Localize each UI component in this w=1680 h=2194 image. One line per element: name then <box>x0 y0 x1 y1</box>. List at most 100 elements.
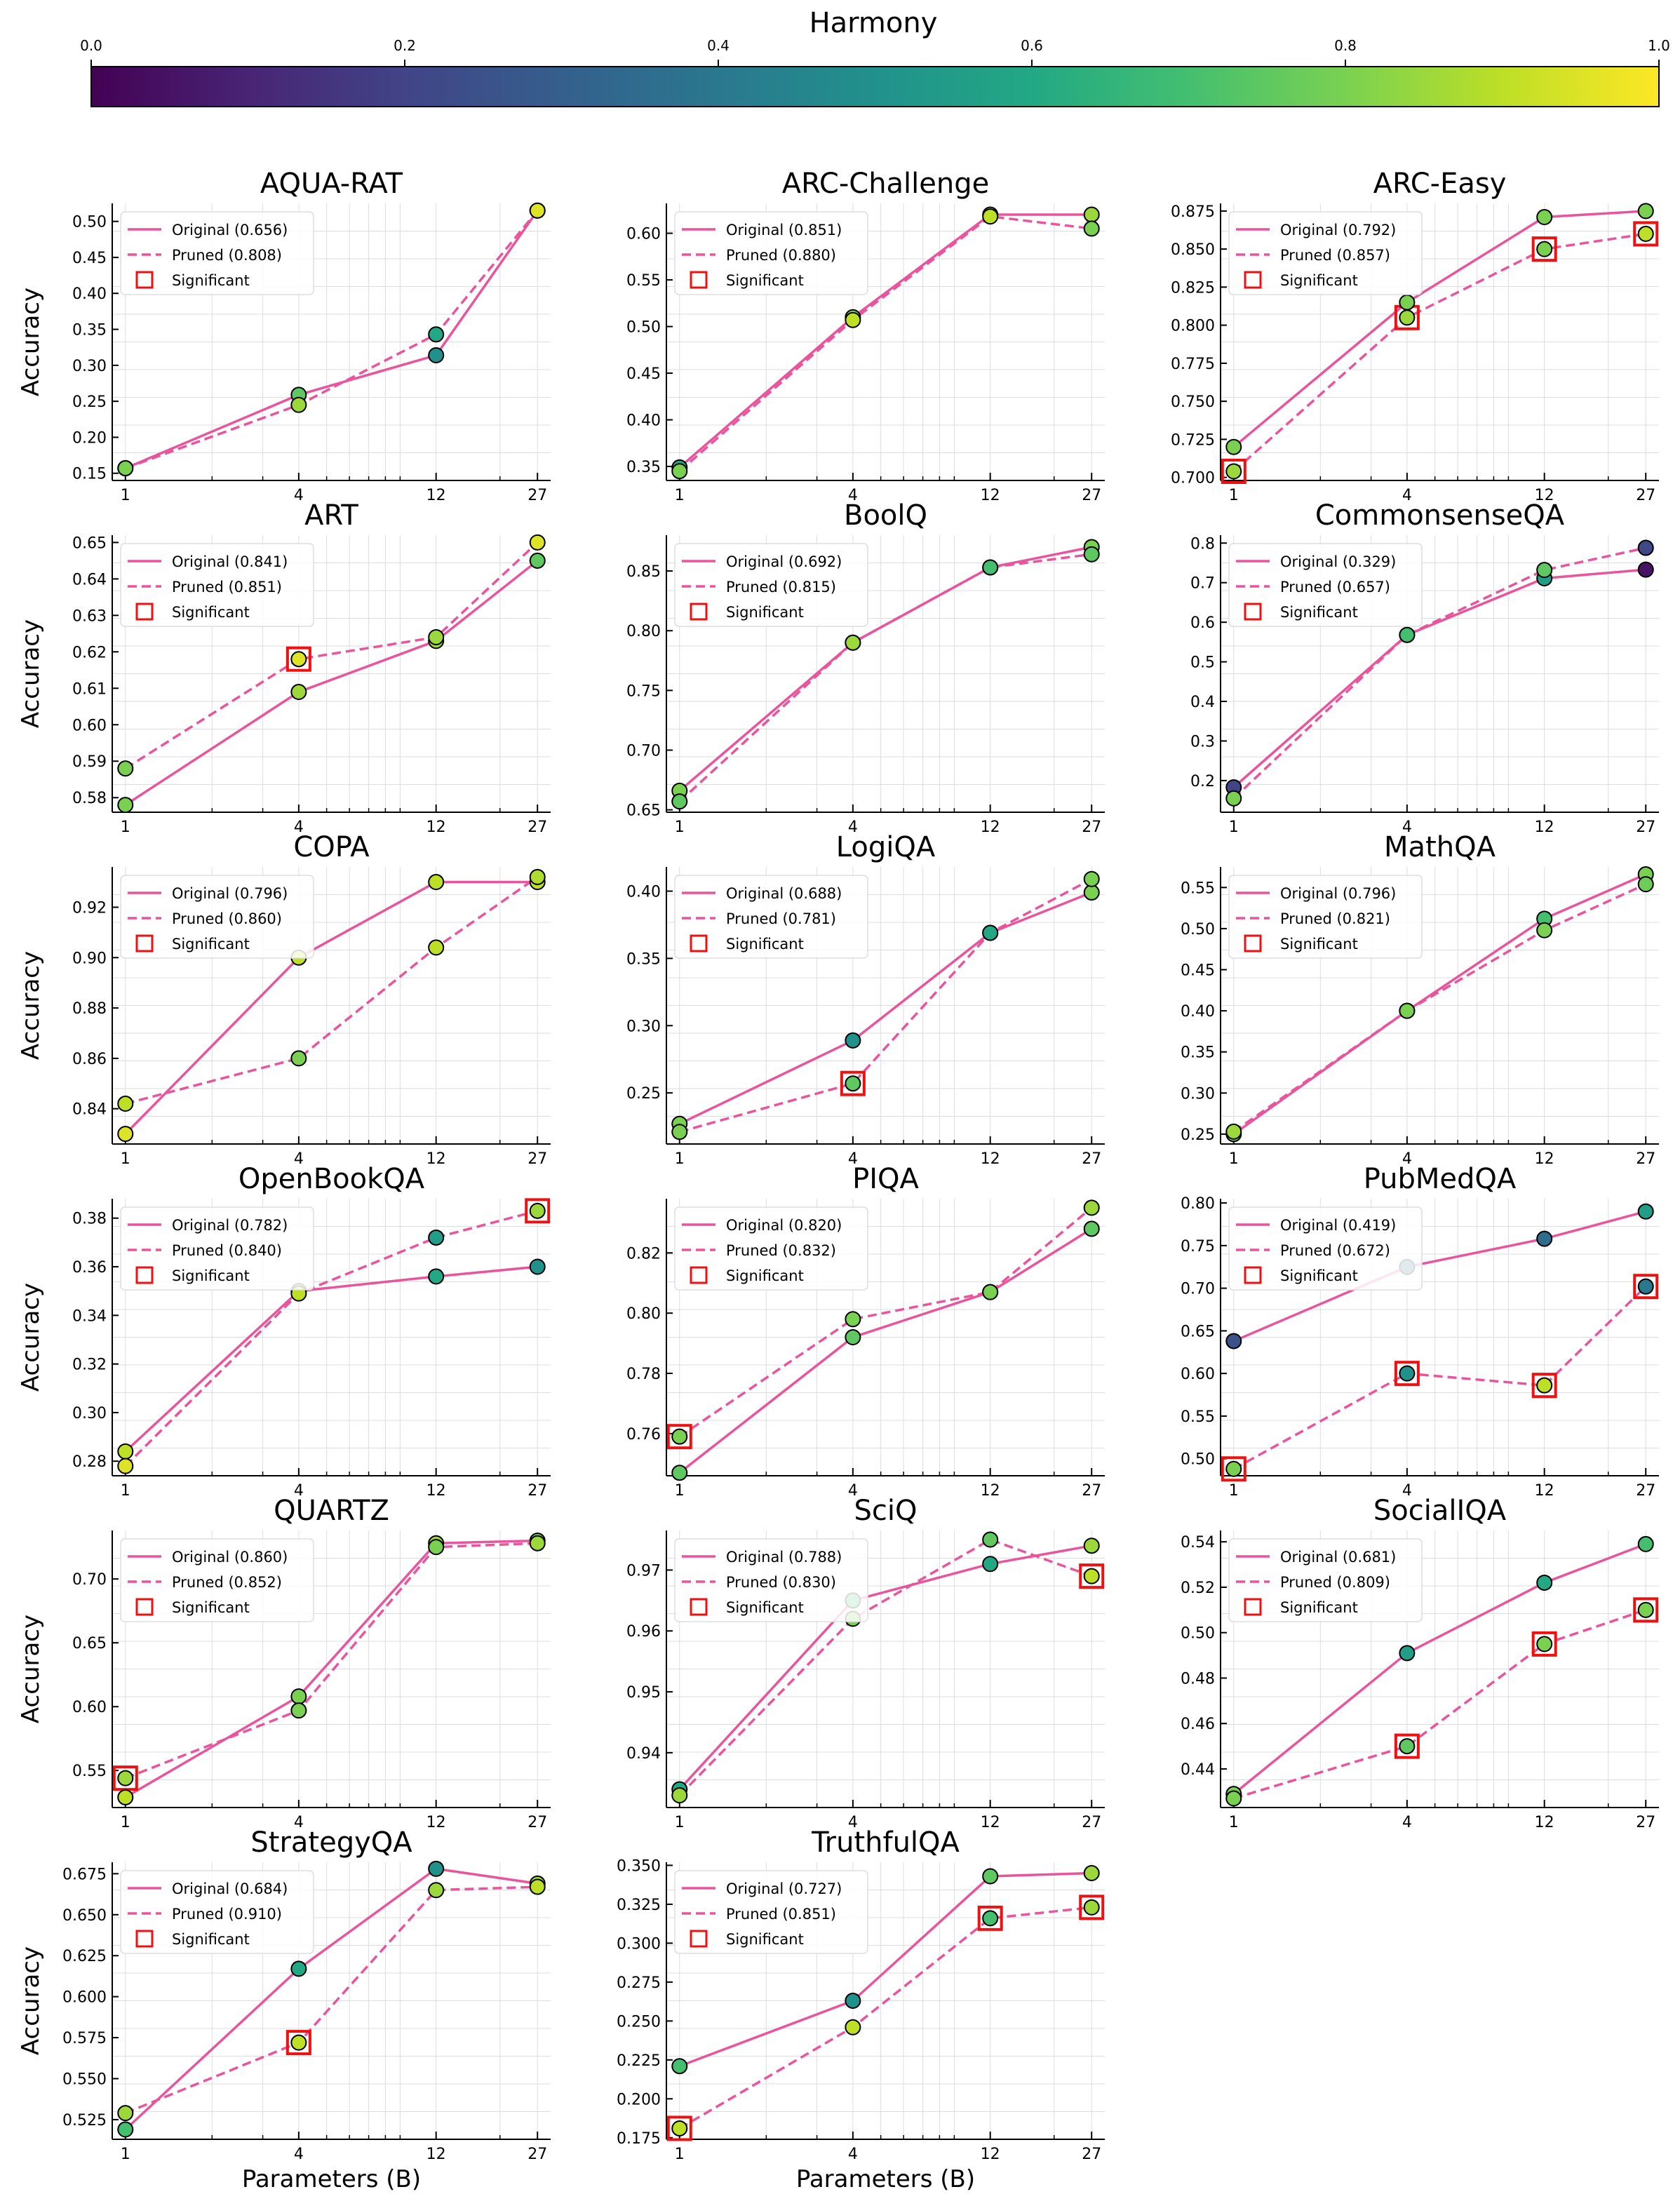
legend-label-significant: Significant <box>172 936 250 953</box>
legend-label-significant: Significant <box>172 272 250 289</box>
data-point-pruned <box>671 793 688 810</box>
y-tick-label: 0.20 <box>72 429 107 447</box>
legend-label-original: Original (0.788) <box>726 1549 842 1566</box>
chart-title: MathQA <box>1384 831 1496 863</box>
y-tick-label: 0.50 <box>1181 1625 1215 1643</box>
data-point-original <box>845 1993 861 2009</box>
data-point-original <box>529 552 546 569</box>
data-point-original <box>1225 1333 1242 1350</box>
x-tick-label: 1 <box>1229 1814 1239 1831</box>
data-point-pruned <box>1083 1899 1100 1916</box>
y-tick-label: 0.30 <box>72 358 107 375</box>
legend-label-pruned: Pruned (0.808) <box>172 247 282 264</box>
y-tick-label: 0.675 <box>62 1866 107 1883</box>
data-point-pruned <box>117 2105 134 2122</box>
legend-label-pruned: Pruned (0.821) <box>1280 910 1390 927</box>
legend-label-original: Original (0.792) <box>1280 222 1396 238</box>
x-tick-label: 27 <box>1636 1150 1655 1168</box>
y-tick-label: 0.65 <box>626 802 661 820</box>
y-axis-label: Accuracy <box>17 1615 45 1723</box>
x-tick-label: 12 <box>981 1814 1000 1831</box>
data-point-pruned <box>1083 870 1100 887</box>
y-tick-label: 0.700 <box>1171 470 1215 487</box>
y-tick-label: 0.825 <box>1171 279 1215 297</box>
legend-label-original: Original (0.796) <box>172 885 288 902</box>
series-line-original <box>1232 1542 1646 1795</box>
y-tick-label: 0.54 <box>1181 1534 1215 1552</box>
series-line-original <box>1232 568 1646 788</box>
legend-label-pruned: Pruned (0.857) <box>1280 247 1390 264</box>
significant-marker <box>285 2030 311 2056</box>
x-tick-label: 12 <box>1535 819 1554 836</box>
y-axis-label: Accuracy <box>17 619 45 728</box>
data-point-original <box>845 1032 861 1049</box>
legend-marker-significant <box>690 603 708 621</box>
series-line-original <box>678 1227 1093 1474</box>
legend-box <box>120 1538 314 1622</box>
data-point-original <box>1637 1203 1654 1220</box>
x-tick-label: 1 <box>675 487 685 504</box>
y-tick-label: 0.84 <box>72 1101 107 1119</box>
x-tick-label: 1 <box>121 2146 130 2163</box>
y-tick-label: 0.875 <box>1171 203 1215 221</box>
x-tick-label: 27 <box>1082 1482 1101 1500</box>
y-tick-label: 0.60 <box>72 717 107 734</box>
data-point-pruned <box>845 311 861 328</box>
y-tick-label: 0.25 <box>626 1085 661 1103</box>
x-tick-label: 4 <box>1402 487 1412 504</box>
chart-panel-piqa: PIQA 0.76 0.78 0.80 0.82 1 4 12 27 Original (0.82… <box>626 1163 1105 1500</box>
y-tick-label: 0.50 <box>626 319 661 337</box>
chart-title: BoolQ <box>844 499 927 532</box>
y-tick-label: 0.250 <box>617 2013 661 2031</box>
y-tick-label: 0.750 <box>1171 393 1215 411</box>
y-tick-label: 0.28 <box>72 1453 107 1471</box>
y-tick-label: 0.75 <box>1181 1238 1215 1256</box>
colorbar-tick-label: 0.4 <box>707 37 730 54</box>
y-tick-label: 0.4 <box>1190 694 1215 711</box>
x-tick-label: 1 <box>121 1814 130 1831</box>
data-point-original <box>117 1126 134 1143</box>
x-tick-label: 12 <box>981 487 1000 504</box>
y-tick-label: 0.5 <box>1190 654 1215 672</box>
data-point-pruned <box>671 1428 688 1445</box>
legend-label-original: Original (0.688) <box>726 885 842 902</box>
data-point-pruned <box>1399 1002 1416 1019</box>
y-tick-label: 0.40 <box>626 412 661 430</box>
y-tick-label: 0.575 <box>62 2030 107 2047</box>
y-tick-label: 0.65 <box>72 1635 107 1653</box>
x-tick-label: 4 <box>1402 1814 1412 1831</box>
legend-label-significant: Significant <box>172 1931 250 1948</box>
x-tick-label: 27 <box>1082 1814 1101 1831</box>
chart-panel-arc-challenge: ARC-Challenge 0.35 0.40 0.45 0.50 0.55 0.60 1 4 1… <box>626 168 1105 504</box>
series-line-original <box>124 1867 538 2131</box>
y-tick-label: 0.85 <box>626 563 661 581</box>
series-line-original <box>678 1544 1092 1791</box>
data-point-pruned <box>1637 1601 1654 1618</box>
y-tick-label: 0.34 <box>72 1307 107 1325</box>
y-tick-label: 0.30 <box>1181 1085 1215 1103</box>
x-tick-label: 12 <box>426 2146 446 2163</box>
data-point-original <box>1225 438 1242 455</box>
x-tick-label: 4 <box>294 819 304 836</box>
x-tick-label: 12 <box>981 1150 1000 1168</box>
legend-box <box>674 1870 868 1954</box>
data-point-original <box>845 1329 861 1345</box>
legend-marker-significant <box>1244 271 1262 289</box>
series-line-original <box>678 213 1092 469</box>
legend-box <box>120 875 314 959</box>
chart-panel-commonsenseqa: CommonsenseQA 0.2 0.3 0.4 0.5 0.6 0.7 0.8 1 4 12 27… <box>1190 499 1659 836</box>
chart-title: ARC-Challenge <box>782 168 990 200</box>
data-point-pruned <box>1083 1199 1100 1216</box>
legend-label-pruned: Pruned (0.809) <box>1280 1574 1390 1591</box>
legend-label-significant: Significant <box>1280 1267 1358 1284</box>
data-point-pruned <box>671 463 688 480</box>
legend-label-original: Original (0.782) <box>172 1217 288 1234</box>
data-point-pruned <box>845 1075 861 1092</box>
data-point-pruned <box>529 868 546 885</box>
y-tick-label: 0.80 <box>626 1305 661 1323</box>
data-point-pruned <box>529 534 546 551</box>
y-tick-label: 0.800 <box>1171 318 1215 335</box>
y-tick-label: 0.725 <box>1171 431 1215 449</box>
data-point-pruned <box>671 1124 688 1140</box>
y-tick-label: 0.25 <box>72 393 107 411</box>
